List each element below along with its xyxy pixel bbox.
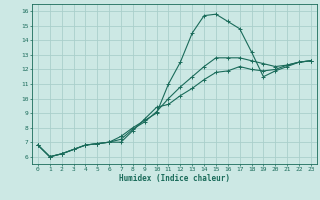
X-axis label: Humidex (Indice chaleur): Humidex (Indice chaleur) xyxy=(119,174,230,183)
